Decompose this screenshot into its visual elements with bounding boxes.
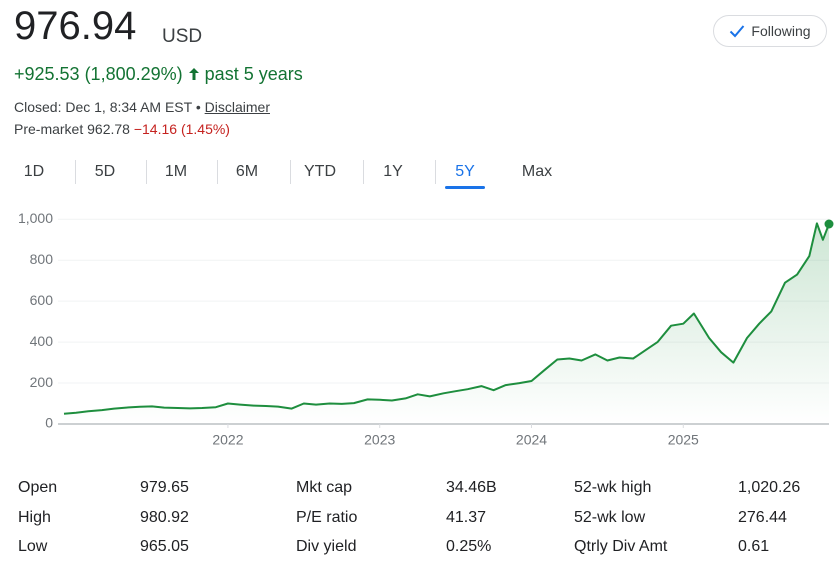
follow-label: Following <box>751 23 811 39</box>
tab-separator <box>146 160 147 184</box>
tab-separator <box>217 160 218 184</box>
change: +925.53 (1,800.29%) <box>14 64 183 84</box>
follow-button[interactable]: Following <box>713 15 827 47</box>
tab-separator <box>435 160 436 184</box>
y-tick-label: 400 <box>30 333 54 349</box>
change-line: +925.53 (1,800.29%) past 5 years <box>14 64 303 85</box>
y-tick-label: 1,000 <box>18 210 53 226</box>
range-tab[interactable]: 1D <box>23 163 45 180</box>
y-tick-label: 600 <box>30 292 54 308</box>
price: 976.94 <box>14 4 137 48</box>
separator: • <box>195 99 201 115</box>
premarket-label: Pre-market <box>14 121 84 137</box>
stat-value: 41.37 <box>446 509 487 526</box>
range-tab[interactable]: 1M <box>164 163 188 180</box>
stat-label: 52-wk high <box>574 479 652 496</box>
range-tab[interactable]: 5Y <box>435 155 495 189</box>
stat-label: Open <box>18 479 58 496</box>
y-tick-label: 0 <box>45 415 53 431</box>
last-point <box>824 219 834 229</box>
x-tick-label: 2024 <box>516 432 547 448</box>
x-tick-label: 2025 <box>668 432 699 448</box>
range-tab[interactable]: YTD <box>304 163 336 180</box>
stat-label: Div yield <box>296 538 357 555</box>
x-tick-label: 2022 <box>212 432 243 448</box>
stat-label: P/E ratio <box>296 509 358 526</box>
stat-value: 979.65 <box>140 479 189 496</box>
stat-label: Mkt cap <box>296 479 353 496</box>
up-arrow <box>188 68 199 80</box>
tab-separator <box>75 160 76 184</box>
tab-separator <box>290 160 291 184</box>
stat-value: 0.61 <box>738 538 770 555</box>
stat-value: 34.46B <box>446 479 497 496</box>
premarket-price: 962.78 <box>87 121 130 137</box>
check-icon <box>730 25 745 38</box>
stat-label: High <box>18 509 51 526</box>
period: past 5 years <box>204 64 303 84</box>
range-tab[interactable]: 5D <box>94 163 116 180</box>
stat-value: 1,020.26 <box>738 479 801 496</box>
tab-separator <box>363 160 364 184</box>
y-tick-label: 200 <box>30 374 54 390</box>
disclaimer[interactable]: Disclaimer <box>204 99 270 115</box>
currency: USD <box>162 26 203 47</box>
stat-value: 0.25% <box>446 538 492 555</box>
stat-label: Low <box>18 538 48 555</box>
area <box>64 223 829 424</box>
range-tab[interactable]: 6M <box>235 163 259 180</box>
stat-label: Qtrly Div Amt <box>574 538 668 555</box>
price-line <box>63 222 830 415</box>
premarket-line: Pre-market 962.78 −14.16 (1.45%) <box>14 121 230 137</box>
stat-value: 980.92 <box>140 509 189 526</box>
stat-label: 52-wk low <box>574 509 646 526</box>
premarket-change: −14.16 (1.45%) <box>133 121 230 137</box>
stat-value: 965.05 <box>140 538 189 555</box>
x-tick-label: 2023 <box>364 432 395 448</box>
closed: Closed: Dec 1, 8:34 AM EST <box>14 99 192 115</box>
y-tick-label: 800 <box>30 251 54 267</box>
range-tab[interactable]: 1Y <box>383 163 403 180</box>
chart: 0 200 400 600 800 1,000 2022 2023 2024 2025 <box>18 210 834 448</box>
stat-value: 276.44 <box>738 509 787 526</box>
range-tab[interactable]: Max <box>521 163 553 180</box>
closed-line: Closed: Dec 1, 8:34 AM EST • Disclaimer <box>14 99 270 115</box>
